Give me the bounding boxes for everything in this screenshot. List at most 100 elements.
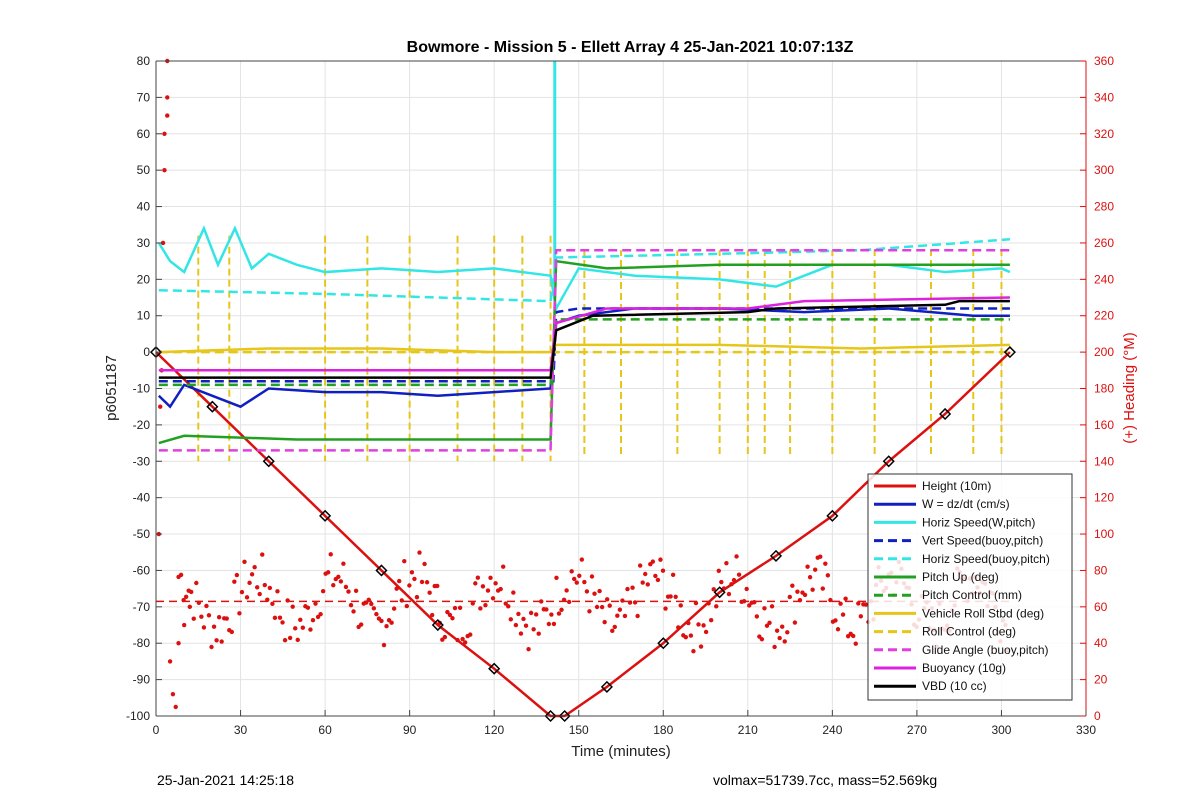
heading-point	[645, 582, 650, 587]
heading-point	[724, 560, 729, 566]
heading-point	[698, 644, 704, 649]
heading-point	[658, 557, 663, 562]
heading-point	[402, 558, 407, 564]
heading-point	[194, 580, 199, 586]
heading-point	[622, 613, 628, 619]
heading-point	[167, 659, 173, 664]
heading-point	[485, 588, 491, 593]
heading-point	[343, 584, 349, 590]
y-tick-label: 70	[137, 90, 151, 104]
heading-point	[176, 641, 181, 646]
heading-point	[178, 572, 184, 578]
heading-point	[747, 603, 752, 608]
legend-label: Pitch Control (mm)	[922, 588, 1022, 602]
y-tick-label: 80	[137, 54, 151, 68]
heading-point	[640, 580, 645, 585]
heading-point	[719, 579, 724, 585]
heading-point	[610, 628, 615, 634]
y2-tick-label: 0	[1094, 709, 1101, 723]
heading-point	[219, 639, 224, 644]
legend-label: Pitch Up (deg)	[922, 570, 999, 584]
heading-point	[863, 602, 869, 607]
heading-point	[384, 624, 389, 629]
heading-point	[160, 240, 166, 246]
heading-point	[764, 623, 770, 628]
y-tick-label: -50	[133, 527, 151, 541]
heading-point	[501, 564, 506, 569]
heading-point	[162, 167, 167, 173]
heading-point	[457, 605, 463, 611]
heading-point	[716, 568, 721, 573]
series-layer	[149, 58, 1016, 723]
heading-point	[762, 606, 767, 611]
y2-tick-label: 200	[1094, 345, 1114, 359]
heading-point	[341, 561, 346, 566]
y2-tick-label: 320	[1094, 127, 1114, 141]
heading-point	[579, 557, 585, 562]
x-tick-label: 90	[403, 723, 417, 737]
heading-point	[780, 624, 785, 629]
heading-point	[473, 581, 478, 586]
y-tick-label: 30	[137, 236, 151, 250]
heading-point	[272, 615, 278, 621]
heading-point	[369, 601, 374, 607]
legend-label: Horiz Speed(buoy,pitch)	[922, 552, 1050, 566]
heading-point	[310, 618, 316, 623]
heading-point	[262, 582, 267, 588]
heading-point	[417, 550, 422, 555]
heading-point	[582, 579, 587, 585]
heading-point	[734, 554, 739, 559]
heading-point	[503, 601, 508, 606]
heading-point	[308, 627, 313, 632]
heading-point	[516, 611, 521, 617]
heading-point	[650, 559, 656, 564]
heading-point	[820, 586, 825, 591]
heading-point	[759, 637, 765, 642]
series-line	[157, 307, 1010, 409]
y2-tick-label: 220	[1094, 309, 1114, 323]
heading-point	[701, 623, 706, 628]
heading-point	[478, 606, 483, 611]
y2-tick-label: 140	[1094, 454, 1114, 468]
y2-tick-label: 300	[1094, 163, 1114, 177]
legend-label: W = dz/dt (cm/s)	[922, 497, 1010, 511]
y2-tick-label: 40	[1094, 636, 1108, 650]
heading-point	[379, 618, 384, 624]
heading-point	[237, 611, 242, 616]
heading-point	[858, 614, 864, 619]
y-axis-label: p6051187	[103, 355, 120, 421]
heading-point	[293, 626, 298, 631]
heading-point	[528, 610, 534, 616]
heading-point	[483, 602, 488, 608]
heading-point	[374, 611, 379, 617]
heading-point	[577, 573, 582, 578]
heading-point	[239, 589, 245, 595]
heading-point	[523, 623, 529, 628]
heading-point	[691, 649, 696, 654]
heading-point	[632, 600, 638, 605]
heading-point	[336, 574, 341, 580]
y-tick-label: 10	[137, 309, 151, 323]
y-tick-label: 0	[143, 345, 150, 359]
heading-point	[399, 598, 404, 603]
y2-tick-label: 20	[1094, 673, 1108, 687]
height-marker	[600, 680, 613, 693]
heading-point	[615, 613, 620, 618]
heading-point	[282, 638, 288, 643]
heading-point	[452, 605, 458, 611]
y-tick-label: 20	[137, 272, 151, 286]
heading-point	[544, 607, 549, 612]
heading-point	[851, 633, 856, 639]
heading-point	[643, 571, 648, 577]
heading-point	[445, 609, 450, 615]
heading-point	[696, 622, 701, 627]
heading-point	[181, 622, 187, 628]
heading-point	[170, 691, 176, 697]
heading-point	[267, 585, 273, 591]
y2-tick-label: 160	[1094, 418, 1114, 432]
heading-point	[318, 612, 323, 617]
heading-point	[287, 635, 293, 641]
heading-point	[840, 612, 846, 617]
heading-point	[506, 604, 511, 609]
heading-point	[602, 619, 607, 625]
